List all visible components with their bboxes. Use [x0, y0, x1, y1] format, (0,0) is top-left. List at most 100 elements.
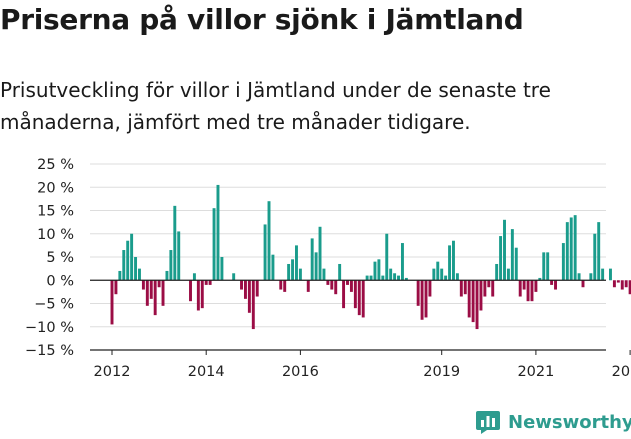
bar: [165, 270, 169, 281]
bar: [463, 280, 467, 295]
bar: [503, 219, 506, 281]
bar: [318, 226, 322, 281]
bar: [542, 252, 546, 281]
bar: [287, 263, 291, 281]
bar: [232, 273, 236, 281]
bar: [196, 280, 200, 311]
newsworthy-bar-chart-icon: [476, 411, 500, 434]
bar: [573, 215, 577, 281]
bar: [271, 254, 275, 281]
bar: [283, 280, 287, 292]
bar: [310, 238, 314, 281]
bar: [157, 280, 161, 288]
bar: [616, 280, 620, 283]
bar: [173, 205, 177, 281]
bar: [495, 263, 499, 281]
chart-subtitle: Prisutveckling för villor i Jämtland und…: [0, 78, 551, 134]
bar: [220, 257, 224, 281]
bar: [452, 240, 455, 281]
bar: [514, 247, 518, 281]
bar: [295, 245, 298, 281]
bar: [448, 245, 452, 281]
bar: [138, 268, 141, 281]
bar: [416, 280, 420, 306]
bar: [381, 275, 385, 281]
bar: [479, 280, 483, 311]
bar: [114, 280, 118, 295]
bar: [314, 252, 318, 281]
bar: [110, 280, 114, 325]
bar: [506, 268, 510, 281]
x-tick-label: 2012: [94, 364, 131, 380]
bar: [440, 268, 444, 281]
bar: [353, 280, 357, 309]
bar: [369, 275, 373, 281]
bar: [365, 275, 369, 281]
bar: [530, 280, 534, 302]
bar: [118, 270, 122, 281]
y-tick-label: −5 %: [34, 297, 74, 313]
bar: [153, 280, 157, 316]
bar: [455, 273, 459, 281]
bar: [161, 280, 165, 306]
chart-title: Priserna på villor sjönk i Jämtland: [0, 3, 524, 36]
bar: [612, 280, 616, 288]
y-tick-label: 25 %: [37, 157, 74, 173]
bar: [526, 280, 530, 302]
x-tick-label: 2023: [612, 364, 631, 380]
bar: [561, 243, 565, 281]
y-tick-label: −10 %: [25, 320, 74, 336]
bar: [397, 275, 400, 281]
bar: [424, 280, 428, 318]
bar: [467, 280, 471, 318]
bar: [385, 233, 389, 281]
bar: [518, 280, 522, 297]
bar: [279, 280, 283, 290]
x-tick-label: 2016: [282, 364, 319, 380]
bar: [126, 240, 130, 281]
bar: [255, 280, 259, 297]
bar: [326, 280, 330, 285]
bar: [267, 201, 271, 281]
bar: [522, 280, 526, 290]
bar: [346, 280, 349, 285]
bar: [145, 280, 149, 306]
bar: [373, 261, 377, 281]
bar: [141, 280, 145, 290]
bar: [149, 280, 153, 299]
y-tick-label: 20 %: [37, 180, 74, 196]
bar: [291, 259, 295, 281]
bar: [620, 280, 624, 290]
bar: [189, 280, 192, 302]
y-tick-label: 10 %: [37, 227, 74, 243]
bar: [432, 268, 436, 281]
bar: [334, 280, 338, 295]
bar: [428, 280, 432, 297]
bar: [538, 277, 542, 281]
newsworthy-logo: Newsworthy: [475, 407, 631, 437]
brand-name: Newsworthy: [508, 411, 631, 433]
bar: [554, 280, 557, 290]
bar: [534, 280, 538, 292]
bar: [263, 224, 267, 281]
bar: [322, 268, 326, 281]
bar: [393, 273, 397, 281]
bar: [459, 280, 463, 297]
bar: [330, 280, 334, 290]
bar: [298, 268, 302, 281]
bar: [349, 280, 353, 292]
bar: [550, 280, 554, 285]
bar: [342, 280, 346, 309]
bar: [247, 280, 251, 313]
bar: [569, 217, 573, 281]
bar: [306, 280, 310, 292]
y-axis: −15 % −10 % −5 % 0 % 5 % 10 % 15 % 20 % 25 %: [25, 157, 74, 359]
bar: [122, 250, 126, 281]
bar: [491, 280, 495, 297]
bar: [628, 280, 631, 295]
bar: [240, 280, 243, 290]
bar: [208, 280, 212, 285]
bar: [389, 268, 393, 281]
bar: [499, 236, 503, 281]
